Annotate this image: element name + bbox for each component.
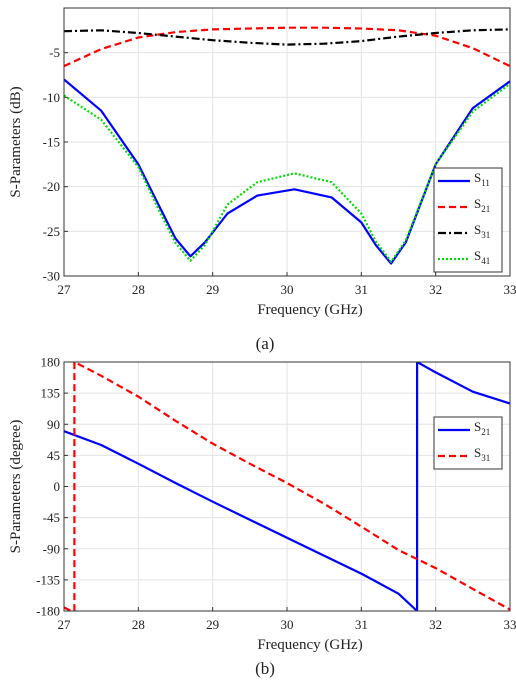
x-tick-label: 29 [206,282,219,297]
y-tick-label: 0 [54,479,61,494]
x-tick-label: 31 [355,282,368,297]
x-tick-label: 28 [132,617,145,632]
legend-label-s41: S41 [474,248,490,266]
legend-label-s21: S21 [474,196,490,214]
y-tick-label: -15 [43,135,60,150]
plot-frame [63,7,511,277]
legend-label-main: S [474,170,481,185]
series-line-s31 [64,362,510,611]
legend-label-s11: S11 [474,170,490,188]
legend-label-sub: 21 [481,204,490,214]
y-tick-label: 180 [41,355,61,370]
x-tick-label: 32 [429,282,442,297]
x-axis-label: Frequency (GHz) [257,637,362,653]
x-tick-label: 31 [355,617,368,632]
legend-box [433,167,503,273]
chart-panel-b: 27 28 29 30 31 32 33 180 135 90 45 0 -45 -90 -135 -180 F… [8,355,516,679]
plot-frame [63,361,511,612]
y-axis-label: S-Parameters (degree) [8,420,24,554]
legend-label-sub: 11 [481,178,490,188]
y-tick-label: -25 [43,224,60,239]
legend-label-main: S [474,419,481,434]
y-tick-label: 135 [41,386,61,401]
y-tick-label: -45 [43,510,60,525]
y-tick-label: -135 [36,572,60,587]
series-line-s31 [64,28,510,46]
y-tick-label: -10 [43,90,60,105]
x-tick-label: 33 [504,617,516,632]
legend-label-s21: S21 [474,419,490,437]
chart-panel-a: 27 28 29 30 31 32 33 -5 -10 -15 -20 -25 -30 Frequency… [8,7,516,353]
x-tick-label: 27 [58,282,72,297]
y-tick-label: -20 [43,179,60,194]
y-tick-label: 45 [47,448,60,463]
legend-label-sub: 41 [481,256,490,266]
legend-label-main: S [474,196,481,211]
x-tick-label: 30 [281,282,294,297]
x-axis-label: Frequency (GHz) [257,302,362,318]
legend-label-main: S [474,222,481,237]
y-tick-label: 90 [47,417,60,432]
legend-box [433,416,503,470]
series-group [64,26,510,265]
legend-label-s31: S31 [474,222,490,240]
y-axis-label: S-Parameters (dB) [8,86,24,197]
legend-label-main: S [474,248,481,263]
legend-label-sub: 21 [481,427,490,437]
series-line-s41 [64,83,510,263]
y-tick-label: -30 [43,269,60,284]
y-tick-label: -180 [36,604,60,619]
legend-label-s31: S31 [474,445,490,463]
x-tick-label: 27 [58,617,72,632]
x-tick-label: 32 [429,617,442,632]
series-group [64,362,510,611]
x-tick-label: 33 [504,282,516,297]
x-tick-label: 28 [132,282,145,297]
x-tick-label: 29 [206,617,219,632]
legend-label-sub: 31 [481,453,490,463]
legend-label-sub: 31 [481,230,490,240]
y-tick-label: -5 [49,45,60,60]
panel-caption: (a) [256,334,275,353]
y-tick-label: -90 [43,541,60,556]
series-line-s21 [64,362,510,611]
legend-label-main: S [474,445,481,460]
x-tick-label: 30 [281,617,294,632]
series-line-s21 [64,26,510,68]
panel-caption: (b) [255,659,275,678]
